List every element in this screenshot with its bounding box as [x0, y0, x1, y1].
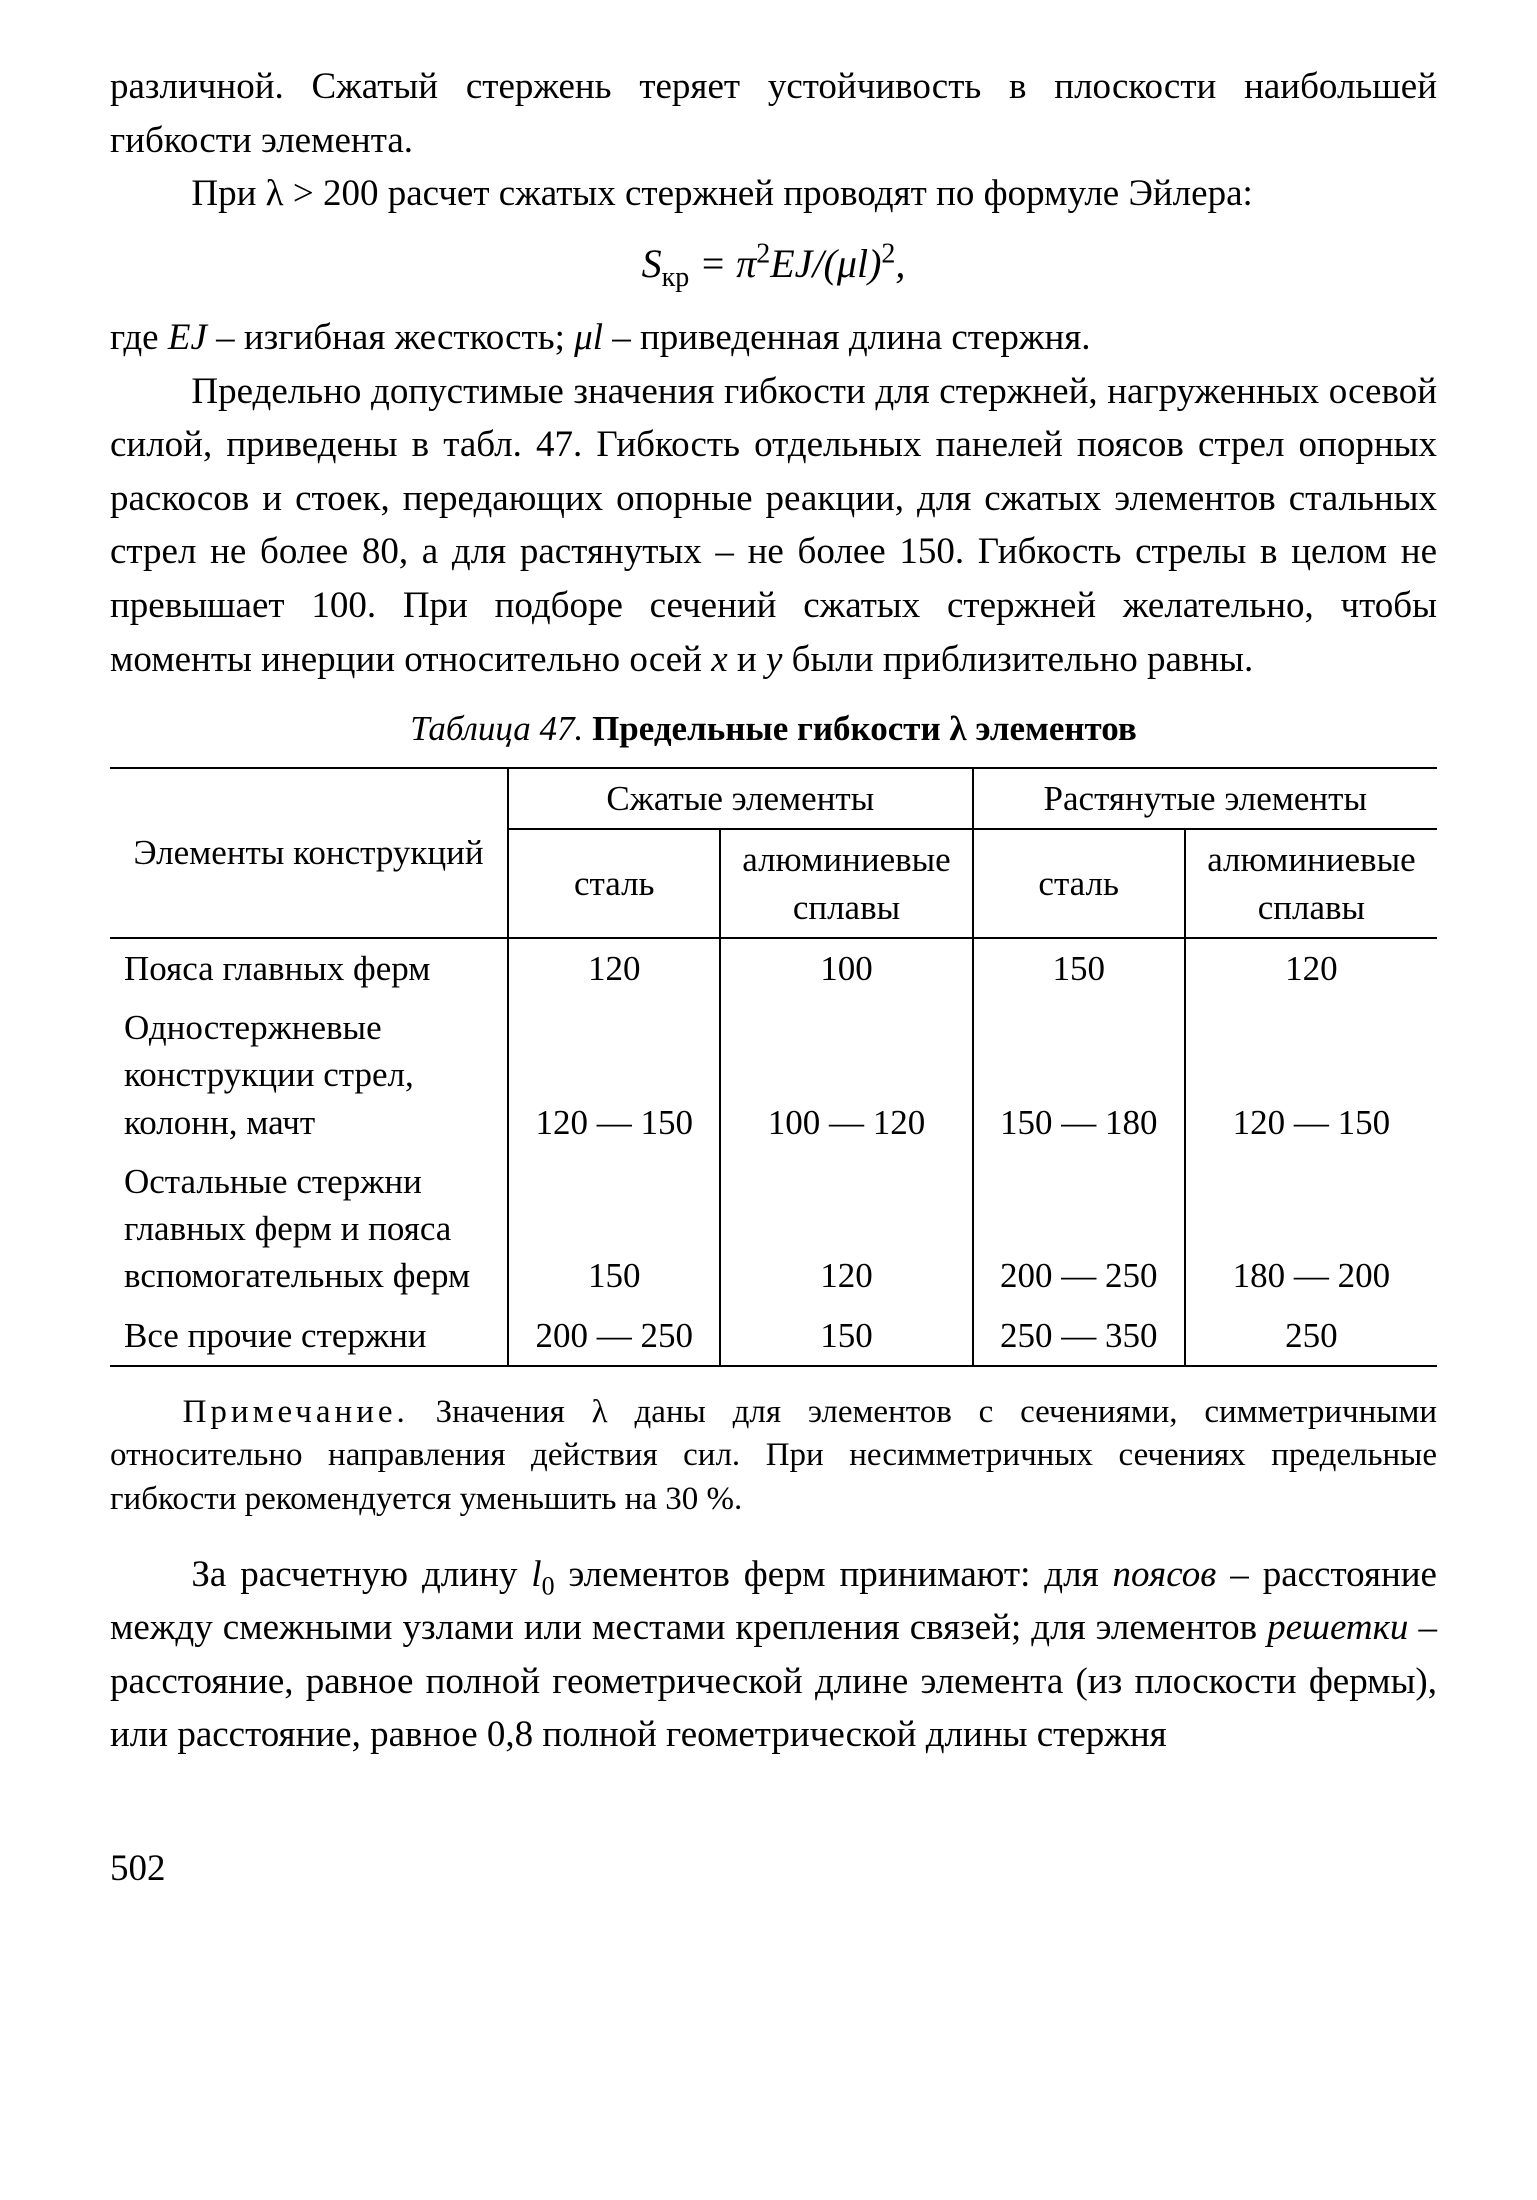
row-label: Одностержневые конструкции стрел, колонн…: [110, 998, 508, 1152]
paragraph-2: При λ > 200 расчет сжатых стержней прово…: [110, 167, 1437, 221]
th-compressed-steel: сталь: [508, 829, 720, 938]
th-tension-alu: алюминиевые сплавы: [1185, 829, 1437, 938]
note-lead: Примечание.: [183, 1394, 409, 1430]
cell: 120 — 150: [508, 998, 720, 1152]
table-caption-prefix: Таблица 47.: [410, 709, 583, 748]
cell: 100: [720, 938, 972, 998]
cell: 120: [720, 1152, 972, 1306]
cell: 200 — 250: [508, 1306, 720, 1366]
th-compressed-alu: алюминиевые сплавы: [720, 829, 972, 938]
table-caption: Таблица 47. Предельные гибкости λ элемен…: [110, 704, 1437, 755]
formula-euler: Sкр = π2EJ/(μl)2,: [110, 235, 1437, 293]
cell: 120 — 150: [1185, 998, 1437, 1152]
th-tension: Растянутые элементы: [973, 768, 1437, 829]
cell: 150 — 180: [973, 998, 1185, 1152]
row-label: Пояса главных ферм: [110, 938, 508, 998]
row-label: Все прочие стержни: [110, 1306, 508, 1366]
th-compressed: Сжатые элементы: [508, 768, 972, 829]
table-note: Примечание. Значения λ даны для элементо…: [110, 1391, 1437, 1522]
page-number: 502: [110, 1842, 1437, 1896]
cell: 120: [508, 938, 720, 998]
paragraph-3: где EJ – изгибная жесткость; μl – привед…: [110, 311, 1437, 365]
table-caption-title: Предельные гибкости λ элементов: [592, 709, 1137, 748]
row-label: Остальные стержни главных ферм и пояса в…: [110, 1152, 508, 1306]
cell: 120: [1185, 938, 1437, 998]
paragraph-1: различной. Сжатый стержень теряет устойч…: [110, 60, 1437, 167]
cell: 180 — 200: [1185, 1152, 1437, 1306]
table-flexibility-limits: Элементы конструкций Сжатые элементы Рас…: [110, 767, 1437, 1367]
cell: 100 — 120: [720, 998, 972, 1152]
cell: 150: [720, 1306, 972, 1366]
th-elements: Элементы конструкций: [110, 768, 508, 938]
paragraph-4: Предельно допустимые значения гибкости д…: [110, 365, 1437, 687]
cell: 150: [508, 1152, 720, 1306]
cell: 250 — 350: [973, 1306, 1185, 1366]
table-body: Пояса главных ферм 120 100 150 120 Однос…: [110, 938, 1437, 1366]
cell: 150: [973, 938, 1185, 998]
th-tension-steel: сталь: [973, 829, 1185, 938]
paragraph-5: За расчетную длину l0 элементов ферм при…: [110, 1548, 1437, 1763]
cell: 200 — 250: [973, 1152, 1185, 1306]
cell: 250: [1185, 1306, 1437, 1366]
